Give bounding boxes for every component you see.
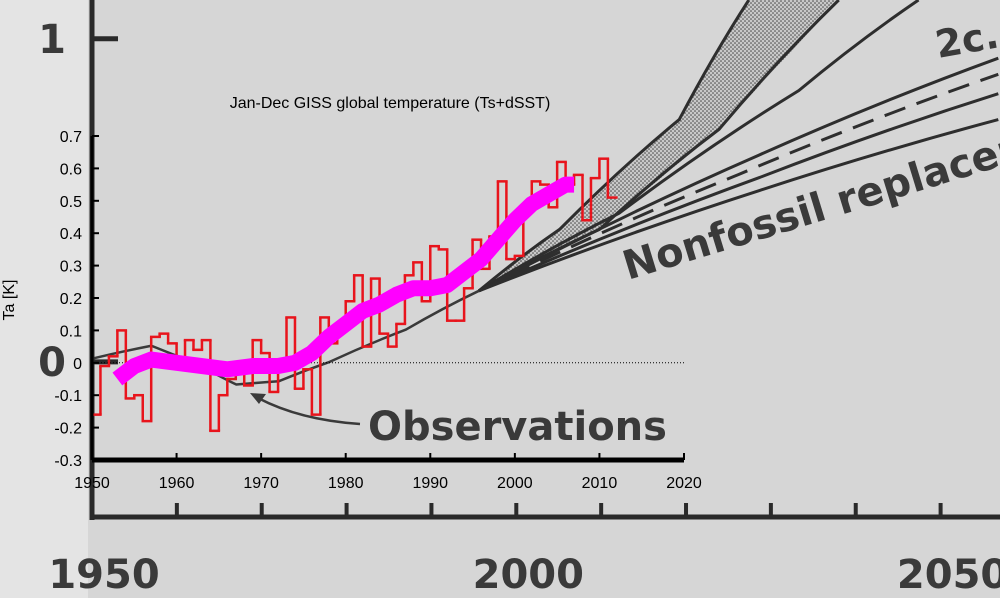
scenario-line [478, 92, 999, 293]
scenario-line [478, 0, 920, 293]
y-tick-label: 0.3 [60, 259, 82, 276]
arrowhead [250, 393, 266, 404]
scan-margin [0, 0, 88, 598]
y-tick-label: -0.3 [54, 453, 82, 470]
x-tick-label: 1960 [159, 475, 195, 492]
y-tick-label: -0.1 [54, 388, 82, 405]
y-tick-label: -0.2 [54, 421, 82, 438]
smoothed-line [112, 176, 575, 386]
y-tick-label: 0 [38, 340, 66, 386]
scenario-line [478, 56, 999, 293]
x-tick-label: 2050 [897, 552, 1000, 598]
y-tick-label: 0.7 [60, 129, 82, 146]
x-tick-label: 1950 [74, 475, 110, 492]
y-tick-label: 0.2 [60, 291, 82, 308]
x-tick-label: 1950 [48, 552, 159, 598]
annotation: Observations [368, 404, 667, 450]
y-tick-label: 0.4 [60, 226, 82, 243]
arrow [257, 396, 361, 426]
x-tick-label: 1990 [412, 475, 448, 492]
x-tick-label: 1970 [243, 475, 279, 492]
y-tick-label: 0.6 [60, 161, 82, 178]
shaded-band [478, 0, 839, 291]
x-tick-label: 2000 [497, 475, 533, 492]
x-tick-label: 1980 [328, 475, 364, 492]
y-tick-label: 1 [38, 17, 66, 63]
y-tick-label: 0.1 [60, 323, 82, 340]
chart-title: Jan-Dec GISS global temperature (Ts+dSST… [230, 95, 551, 112]
x-tick-label: 2010 [582, 475, 618, 492]
scenario-line [478, 72, 999, 293]
x-tick-label: 2000 [473, 552, 584, 598]
scenario-line [478, 118, 999, 293]
y-tick-label: 0 [73, 356, 82, 373]
annotation: 2c. [932, 13, 1000, 67]
y-tick-label: 0.5 [60, 194, 82, 211]
y-axis-label: Ta [K] [1, 280, 18, 321]
x-tick-label: 2020 [666, 475, 702, 492]
scenario-line [91, 289, 480, 386]
